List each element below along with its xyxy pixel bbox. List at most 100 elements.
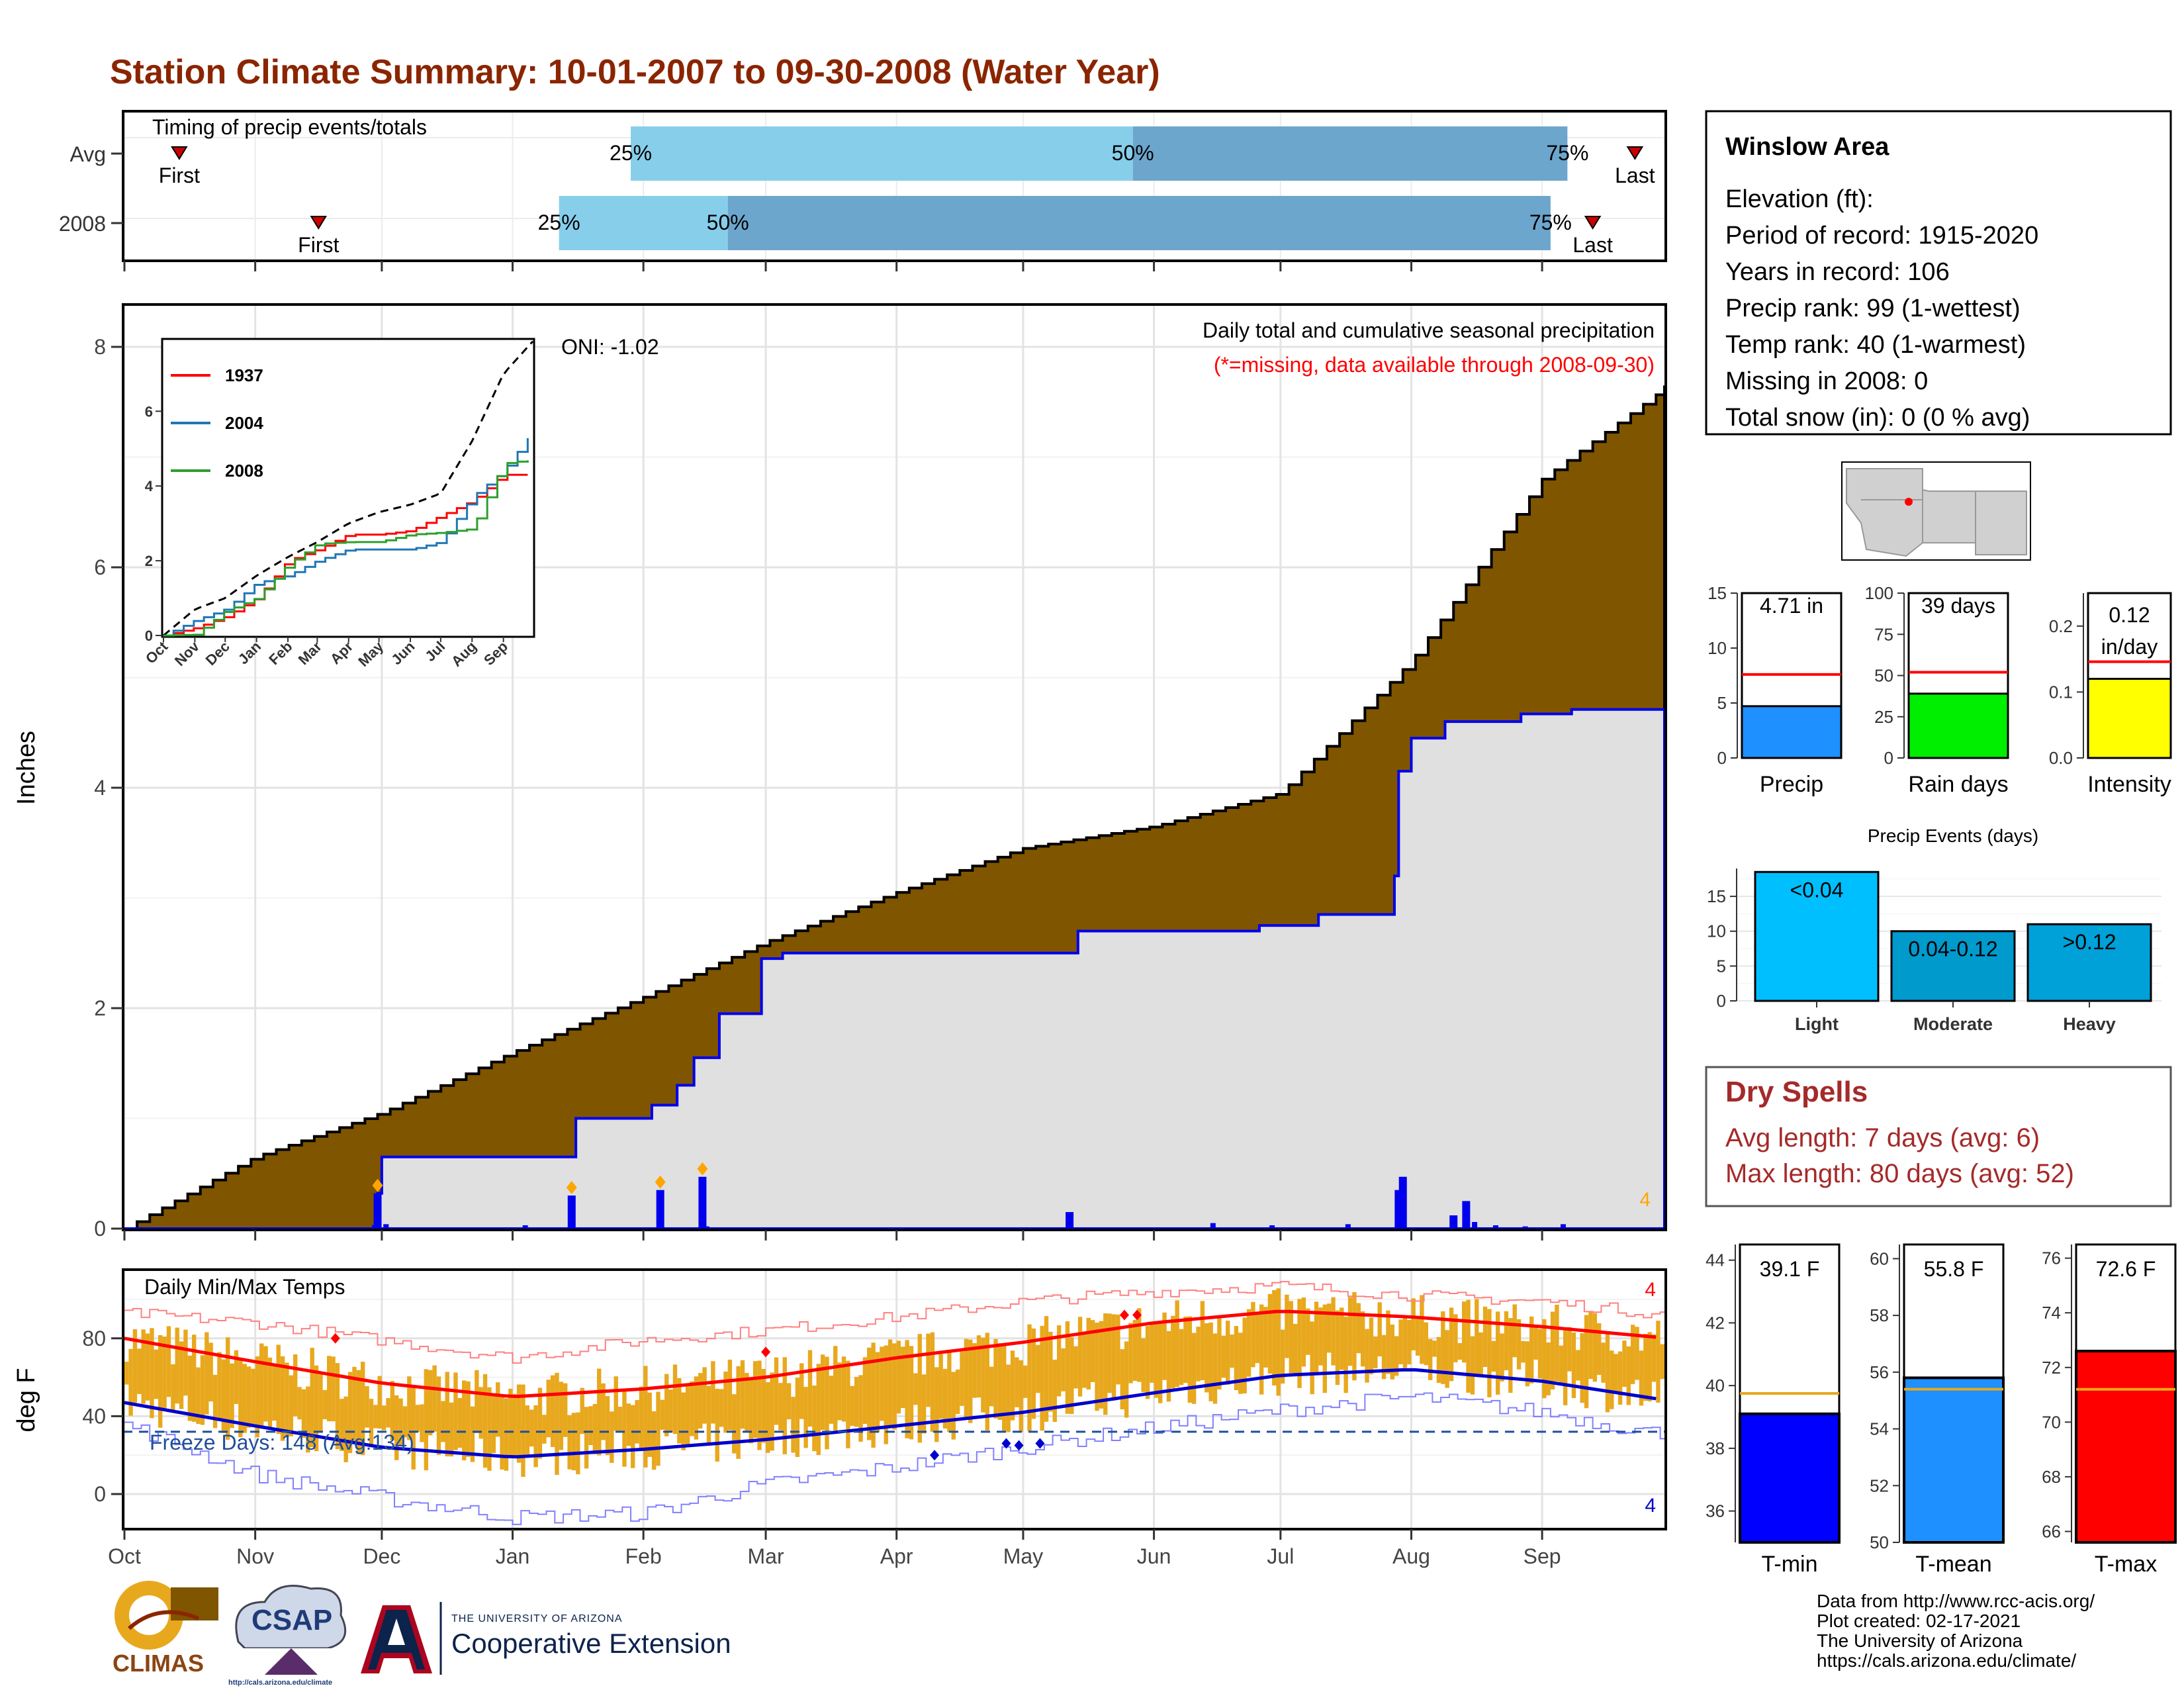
daily-temp-bar [411, 1386, 416, 1470]
record-min-line [124, 1392, 1664, 1525]
daily-temp-bar [820, 1354, 825, 1430]
daily-temp-bar [234, 1350, 239, 1404]
daily-temp-bar [1040, 1325, 1044, 1431]
daily-temp-bar [327, 1356, 332, 1422]
daily-temp-bar [1065, 1321, 1070, 1414]
daily-temp-bar [424, 1369, 429, 1471]
timing-bar-25-50 [559, 196, 728, 250]
daily-temp-bar [993, 1338, 998, 1419]
daily-temp-bar [226, 1337, 230, 1440]
daily-temp-bar [1656, 1321, 1661, 1403]
daily-temp-bar [1272, 1289, 1277, 1385]
station-location-dot [1905, 498, 1913, 506]
daily-temp-bar [1537, 1329, 1543, 1379]
gauge-ytick-label: 50 [1874, 666, 1893, 686]
daily-temp-bar [905, 1340, 909, 1438]
daily-temp-bar [1622, 1340, 1627, 1387]
daily-temp-bar [1107, 1313, 1112, 1393]
daily-temp-bar [200, 1355, 205, 1425]
dry-spells-avg: Avg length: 7 days (avg: 6) [1725, 1123, 2040, 1152]
timing-row-avg: Avg [69, 142, 106, 166]
daily-temp-bar [1546, 1342, 1551, 1395]
daily-temp-bar [280, 1356, 285, 1441]
month-xtick-label: Dec [363, 1544, 400, 1568]
inset-legend-label: 2008 [225, 461, 263, 481]
daily-temp-bar [1137, 1308, 1142, 1382]
station-info-box: Winslow Area Elevation (ft): Period of r… [1705, 110, 2172, 436]
daily-temp-bar [1639, 1350, 1644, 1406]
daily-temp-bar [631, 1405, 635, 1468]
daily-temp-bar [1242, 1317, 1247, 1394]
daily-precip-marker [655, 1175, 666, 1189]
timing-first-marker [310, 216, 328, 230]
daily-temp-bar [1297, 1299, 1302, 1388]
daily-precip-trace [1269, 1225, 1275, 1229]
daily-temp-bar [782, 1357, 787, 1454]
daily-temp-bar [774, 1357, 779, 1425]
temp-gauge-category-label: T-mean [1915, 1552, 1991, 1577]
gauge-value-bar [1741, 705, 1843, 759]
daily-temp-bar [647, 1392, 652, 1457]
record-low-marker [1035, 1438, 1045, 1449]
events-ytick-label: 10 [1707, 921, 1726, 941]
daily-temp-bar [390, 1381, 395, 1440]
daily-temp-bar [829, 1376, 834, 1424]
daily-temp-bar [656, 1391, 660, 1466]
daily-temp-bar [516, 1384, 522, 1463]
daily-temp-bar [833, 1346, 838, 1430]
daily-temp-bar [841, 1356, 846, 1422]
daily-precip-trace [383, 1224, 389, 1229]
inset-legend-label: 2004 [225, 413, 263, 433]
daily-temp-bar [297, 1387, 302, 1420]
daily-temp-bar [1141, 1338, 1146, 1392]
gauge-value-label: 39 days [1921, 594, 1995, 618]
daily-temp-bar [930, 1332, 935, 1432]
daily-temp-bar [546, 1380, 551, 1438]
events-category-label: Moderate [1913, 1014, 1993, 1034]
daily-temp-bar [310, 1348, 314, 1448]
daily-temp-bar [884, 1345, 888, 1444]
daily-temp-bar [487, 1387, 492, 1471]
temp-title: Daily Min/Max Temps [144, 1275, 345, 1299]
daily-temp-bar [1411, 1298, 1416, 1351]
timing-panel-frame [122, 110, 1667, 262]
inset-xtick-label: Jun [388, 638, 418, 668]
inset-ytick-label: 2 [145, 553, 153, 569]
daily-temp-bar [942, 1368, 948, 1429]
daily-temp-bar [651, 1411, 657, 1470]
daily-temp-bar [1006, 1364, 1011, 1432]
daily-temp-bar [1626, 1346, 1631, 1405]
daily-temp-bar [917, 1334, 922, 1443]
climas-logo-text: CLIMAS [113, 1650, 204, 1677]
daily-temp-bar [584, 1407, 589, 1469]
temp-gauge-ytick-label: 76 [2042, 1248, 2061, 1268]
daily-temp-bar [605, 1395, 610, 1456]
daily-temp-bar [617, 1407, 623, 1433]
daily-temp-bar [1407, 1319, 1412, 1365]
daily-temp-bar [331, 1356, 336, 1422]
temp-gauge-value-label: 55.8 F [1924, 1257, 1984, 1281]
temp-ytick-label: 0 [94, 1482, 106, 1506]
daily-temp-bar [1424, 1322, 1428, 1366]
daily-temp-bar [1614, 1354, 1618, 1392]
events-bar-label: 0.04-0.12 [1908, 937, 1997, 961]
daily-temp-bar [1251, 1301, 1255, 1368]
temp-gauge-ytick-label: 72 [2042, 1358, 2061, 1378]
station-line-temp-rank: Temp rank: 40 (1-warmest) [1725, 331, 2026, 359]
daily-temp-bar [1166, 1331, 1171, 1402]
daily-temp-bar [306, 1386, 310, 1453]
daily-temp-bar [1356, 1303, 1361, 1354]
daily-temp-bar [926, 1333, 931, 1407]
daily-temp-bar [533, 1405, 538, 1468]
daily-temp-bar [698, 1373, 703, 1429]
daily-temp-bar [183, 1329, 188, 1396]
daily-temp-bar [457, 1397, 463, 1448]
daily-precip-bar [373, 1193, 382, 1229]
events-ytick-label: 5 [1717, 956, 1726, 976]
daily-temp-bar [1461, 1301, 1467, 1363]
oni-label: ONI: -1.02 [561, 335, 659, 359]
month-xtick-label: Nov [236, 1544, 274, 1568]
daily-temp-bar [386, 1398, 390, 1428]
gauge-value-bar [2087, 677, 2172, 759]
locator-map [1841, 461, 2031, 561]
